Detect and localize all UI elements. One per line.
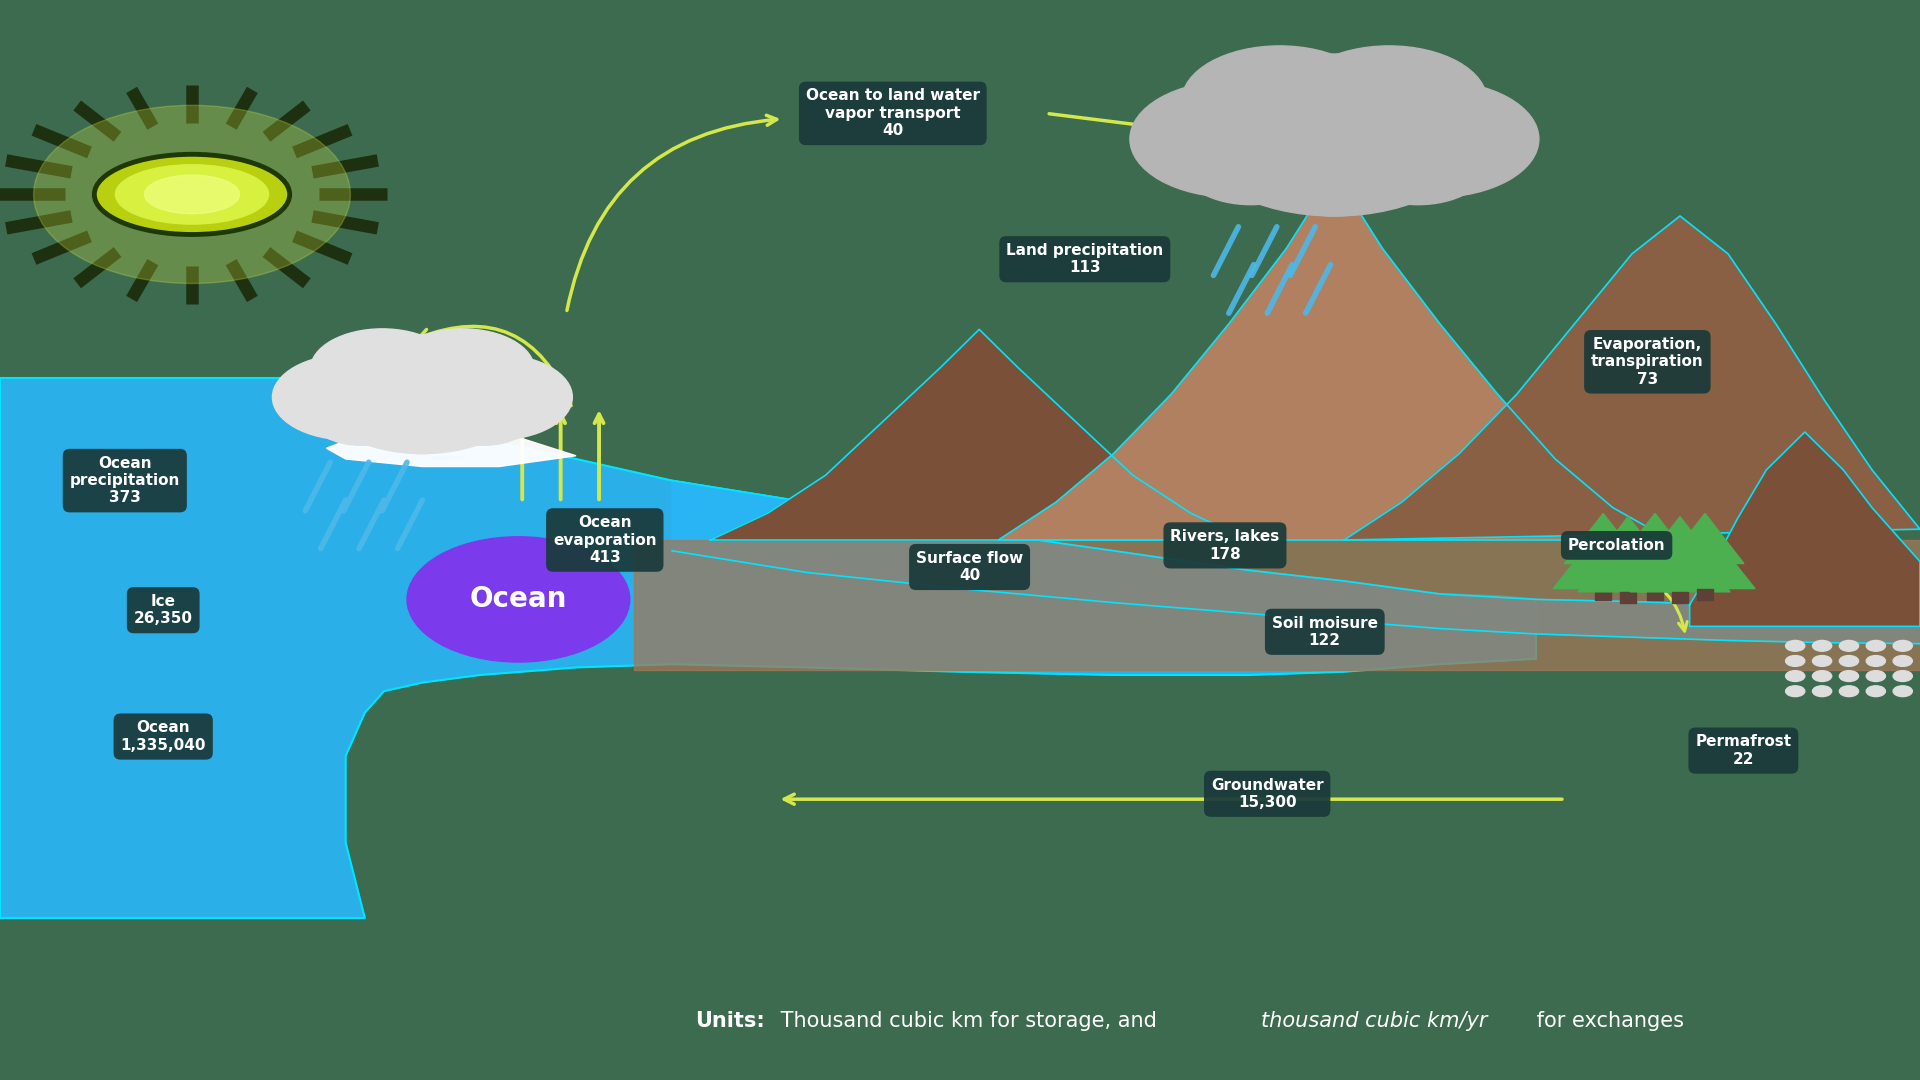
Text: Units:: Units:	[695, 1011, 764, 1030]
Polygon shape	[1647, 589, 1663, 599]
Text: Ocean: Ocean	[470, 585, 566, 613]
Circle shape	[1260, 132, 1409, 216]
Text: Groundwater
15,300: Groundwater 15,300	[1212, 778, 1323, 810]
Circle shape	[1839, 671, 1859, 681]
Circle shape	[1893, 640, 1912, 651]
Circle shape	[311, 328, 453, 409]
Polygon shape	[1596, 589, 1611, 599]
Circle shape	[407, 537, 630, 662]
Polygon shape	[1617, 513, 1693, 564]
Polygon shape	[1578, 529, 1678, 592]
Polygon shape	[672, 481, 1920, 644]
Text: Surface flow
40: Surface flow 40	[916, 551, 1023, 583]
Circle shape	[1181, 126, 1319, 204]
Text: Ocean
evaporation
413: Ocean evaporation 413	[553, 515, 657, 565]
Polygon shape	[1655, 526, 1755, 589]
Circle shape	[1893, 656, 1912, 666]
Ellipse shape	[144, 175, 240, 214]
Polygon shape	[326, 423, 576, 467]
Polygon shape	[1697, 589, 1713, 599]
Circle shape	[1866, 686, 1885, 697]
Circle shape	[1786, 686, 1805, 697]
Text: thousand cubic km/yr: thousand cubic km/yr	[1261, 1011, 1488, 1030]
Circle shape	[1839, 656, 1859, 666]
Text: Ocean
1,335,040: Ocean 1,335,040	[121, 720, 205, 753]
Polygon shape	[1690, 432, 1920, 626]
Circle shape	[1812, 640, 1832, 651]
Polygon shape	[1344, 216, 1920, 540]
Polygon shape	[1672, 592, 1688, 603]
Polygon shape	[710, 329, 1248, 540]
Circle shape	[434, 388, 534, 445]
Circle shape	[1812, 671, 1832, 681]
Circle shape	[1866, 640, 1885, 651]
Ellipse shape	[115, 164, 269, 225]
Circle shape	[340, 352, 505, 445]
Circle shape	[1331, 81, 1538, 198]
Circle shape	[1839, 686, 1859, 697]
Circle shape	[1786, 656, 1805, 666]
Polygon shape	[1642, 516, 1718, 567]
Polygon shape	[1553, 526, 1653, 589]
Text: Ice
26,350: Ice 26,350	[134, 594, 192, 626]
Circle shape	[1893, 686, 1912, 697]
Circle shape	[420, 354, 572, 440]
Polygon shape	[0, 378, 1536, 918]
Circle shape	[33, 106, 349, 284]
Circle shape	[1129, 81, 1336, 198]
Ellipse shape	[94, 154, 290, 234]
Circle shape	[1866, 656, 1885, 666]
Circle shape	[1893, 671, 1912, 681]
Polygon shape	[1590, 516, 1667, 567]
Text: for exchanges: for exchanges	[1530, 1011, 1684, 1030]
Polygon shape	[998, 173, 1670, 540]
Circle shape	[1812, 656, 1832, 666]
Circle shape	[317, 335, 528, 454]
Circle shape	[367, 392, 478, 454]
Polygon shape	[1620, 592, 1636, 603]
Circle shape	[1190, 54, 1478, 216]
Text: Ocean
precipitation
373: Ocean precipitation 373	[69, 456, 180, 505]
Text: Thousand cubic km for storage, and: Thousand cubic km for storage, and	[774, 1011, 1164, 1030]
Polygon shape	[1630, 529, 1730, 592]
Polygon shape	[1565, 513, 1642, 564]
Circle shape	[1812, 686, 1832, 697]
Circle shape	[1839, 640, 1859, 651]
Text: Permafrost
22: Permafrost 22	[1695, 734, 1791, 767]
Circle shape	[1786, 640, 1805, 651]
Text: Percolation: Percolation	[1569, 538, 1665, 553]
Circle shape	[1181, 46, 1379, 157]
Circle shape	[273, 354, 424, 440]
Polygon shape	[1605, 526, 1705, 589]
Text: Rivers, lakes
178: Rivers, lakes 178	[1171, 529, 1279, 562]
Circle shape	[1221, 79, 1446, 204]
Circle shape	[1786, 671, 1805, 681]
Text: Evaporation,
transpiration
73: Evaporation, transpiration 73	[1592, 337, 1703, 387]
Circle shape	[1866, 671, 1885, 681]
Circle shape	[1290, 46, 1486, 157]
Polygon shape	[1667, 513, 1743, 564]
Circle shape	[392, 328, 534, 409]
Text: Land precipitation
113: Land precipitation 113	[1006, 243, 1164, 275]
Text: Ocean to land water
vapor transport
40: Ocean to land water vapor transport 40	[806, 89, 979, 138]
Circle shape	[311, 388, 411, 445]
Polygon shape	[634, 540, 1920, 670]
Circle shape	[1348, 126, 1486, 204]
Text: Soil moisure
122: Soil moisure 122	[1271, 616, 1379, 648]
